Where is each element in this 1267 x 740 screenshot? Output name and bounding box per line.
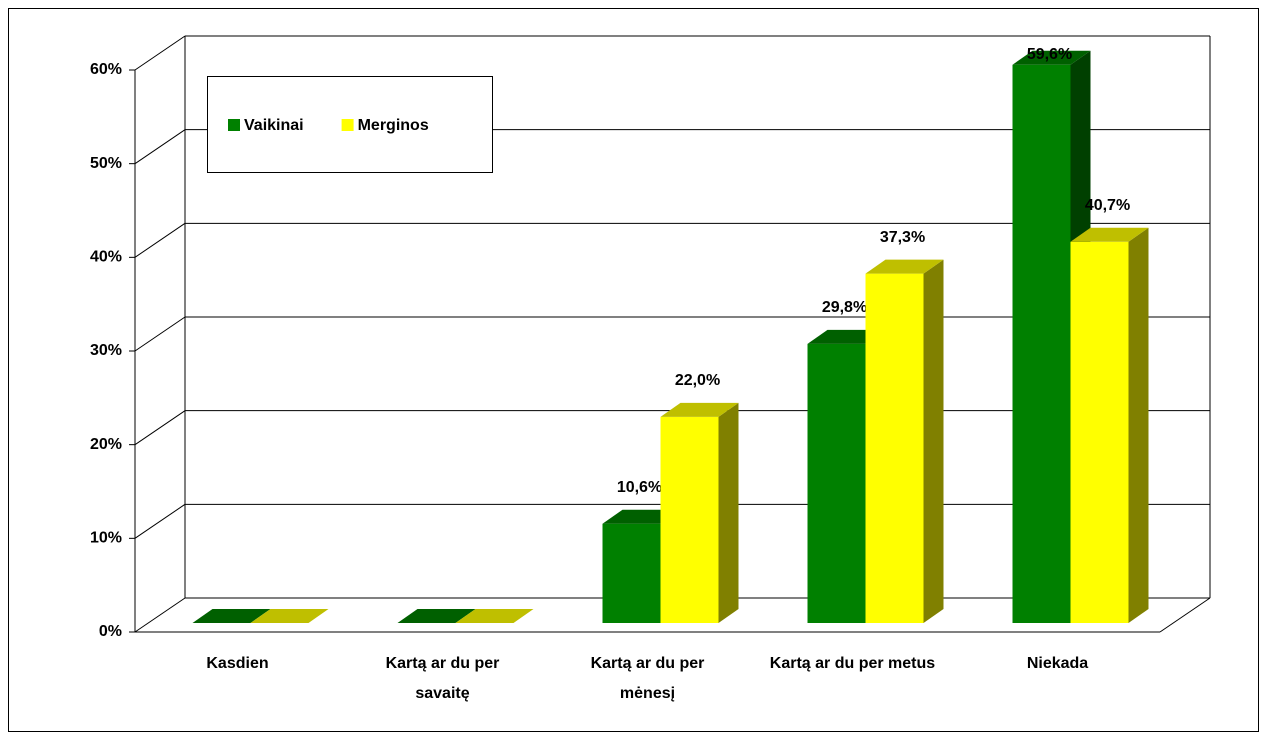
bar-top bbox=[397, 609, 476, 623]
data-label: 22,0% bbox=[675, 372, 720, 389]
x-tick-label: Kartą ar du per savaitę bbox=[385, 655, 500, 702]
data-label: 59,6% bbox=[1027, 46, 1072, 63]
y-tick-label: 20% bbox=[90, 436, 122, 453]
bar-top bbox=[455, 609, 534, 623]
data-label: 10,6% bbox=[617, 479, 662, 496]
legend-label: Merginos bbox=[358, 117, 429, 134]
bar-top bbox=[865, 259, 944, 274]
bar-side bbox=[1128, 227, 1149, 623]
legend-swatch bbox=[341, 119, 354, 131]
grid-line bbox=[134, 410, 186, 446]
y-tick-label: 10% bbox=[90, 530, 122, 547]
grid-line bbox=[134, 316, 186, 352]
grid-line bbox=[134, 503, 186, 539]
bar-top bbox=[1070, 227, 1149, 242]
grid-line bbox=[134, 597, 186, 633]
data-label: 40,7% bbox=[1085, 197, 1130, 214]
bar-side bbox=[923, 259, 944, 623]
y-tick-label: 0% bbox=[99, 623, 122, 640]
bar-top bbox=[660, 402, 739, 417]
bar bbox=[865, 273, 924, 623]
legend-swatch bbox=[228, 119, 240, 131]
x-tick-label: Kartą ar du per metus bbox=[769, 655, 936, 672]
bar-top bbox=[192, 609, 271, 623]
bar-top bbox=[250, 609, 329, 623]
bar bbox=[807, 343, 866, 623]
bar-side bbox=[718, 402, 739, 623]
bar bbox=[602, 523, 661, 623]
y-tick-label: 30% bbox=[90, 342, 122, 359]
grid-line bbox=[134, 35, 186, 71]
data-label: 29,8% bbox=[822, 299, 867, 316]
legend-label: Vaikinai bbox=[244, 117, 304, 134]
x-tick-label: Kasdien bbox=[206, 655, 269, 672]
y-tick-label: 40% bbox=[90, 249, 122, 266]
x-tick-label: Niekada bbox=[1026, 655, 1089, 672]
floor-edge bbox=[1159, 597, 1211, 633]
bar-top bbox=[1012, 50, 1091, 65]
data-label: 37,3% bbox=[880, 229, 925, 246]
grid-line bbox=[134, 129, 186, 165]
bar bbox=[660, 416, 719, 623]
bar bbox=[1012, 64, 1071, 624]
y-tick-label: 60% bbox=[90, 61, 122, 78]
y-tick-label: 50% bbox=[90, 155, 122, 172]
bar bbox=[1070, 241, 1129, 623]
grid-line bbox=[134, 222, 186, 258]
x-tick-label: Kartą ar du per mėnesį bbox=[590, 655, 705, 702]
